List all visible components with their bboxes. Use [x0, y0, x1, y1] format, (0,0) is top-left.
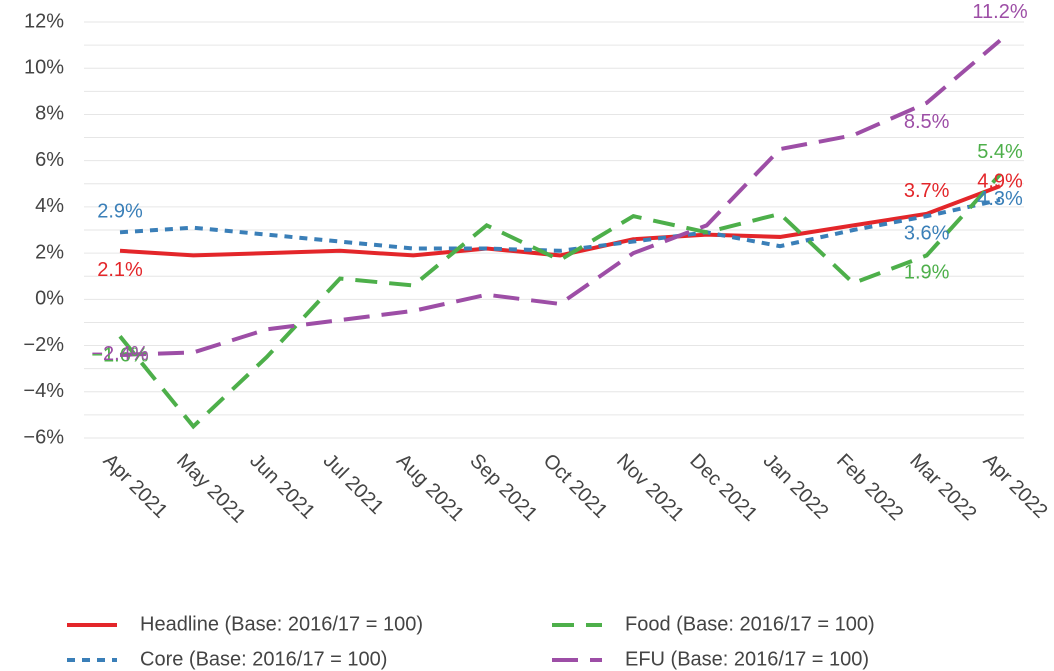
- data-label: 3.6%: [904, 222, 950, 244]
- series-line: [119, 38, 1002, 357]
- y-tick-label: 10%: [24, 57, 64, 79]
- x-tick-label: Jun 2021: [245, 450, 319, 524]
- x-tick-label: Sep 2021: [465, 450, 541, 526]
- legend-label: Food (Base: 2016/17 = 100): [625, 613, 875, 635]
- data-label: 8.5%: [904, 111, 950, 133]
- data-label: −2.4%: [91, 343, 148, 365]
- y-tick-label: 8%: [35, 103, 64, 125]
- x-tick-label: Oct 2021: [539, 450, 612, 523]
- data-label: 11.2%: [972, 1, 1027, 23]
- legend-label: Core (Base: 2016/17 = 100): [140, 648, 387, 670]
- y-tick-label: 0%: [35, 288, 64, 310]
- legend-label: Headline (Base: 2016/17 = 100): [140, 613, 423, 635]
- y-tick-label: 4%: [35, 195, 64, 217]
- legend-label: EFU (Base: 2016/17 = 100): [625, 648, 869, 670]
- series-line: [119, 198, 1001, 253]
- x-tick-label: May 2021: [172, 450, 250, 528]
- series-line: [119, 184, 1001, 258]
- y-tick-label: 2%: [35, 241, 64, 263]
- x-tick-label: Mar 2022: [905, 450, 980, 525]
- y-tick-label: 6%: [35, 149, 64, 171]
- data-label: 4.9%: [977, 170, 1023, 192]
- x-tick-label: Jan 2022: [759, 450, 833, 524]
- data-label: 2.9%: [97, 201, 143, 223]
- x-tick-label: Aug 2021: [392, 450, 468, 526]
- y-tick-label: −6%: [23, 426, 64, 448]
- data-label: 2.1%: [97, 259, 143, 281]
- x-tick-label: Apr 2021: [99, 450, 172, 523]
- data-label: 5.4%: [977, 141, 1023, 163]
- x-tick-label: Jul 2021: [319, 450, 388, 519]
- y-tick-label: −2%: [23, 334, 64, 356]
- x-tick-label: Nov 2021: [612, 450, 688, 526]
- data-label: 4.3%: [977, 188, 1023, 210]
- y-tick-label: −4%: [23, 380, 64, 402]
- data-label: 3.7%: [904, 180, 950, 202]
- y-tick-label: 12%: [24, 10, 64, 32]
- x-tick-label: Apr 2022: [979, 450, 1052, 523]
- x-tick-label: Dec 2021: [685, 450, 761, 526]
- x-tick-label: Feb 2022: [832, 450, 907, 525]
- data-label: 1.9%: [904, 262, 950, 284]
- series-line: [118, 173, 1002, 430]
- data-label: −1.6%: [91, 345, 148, 367]
